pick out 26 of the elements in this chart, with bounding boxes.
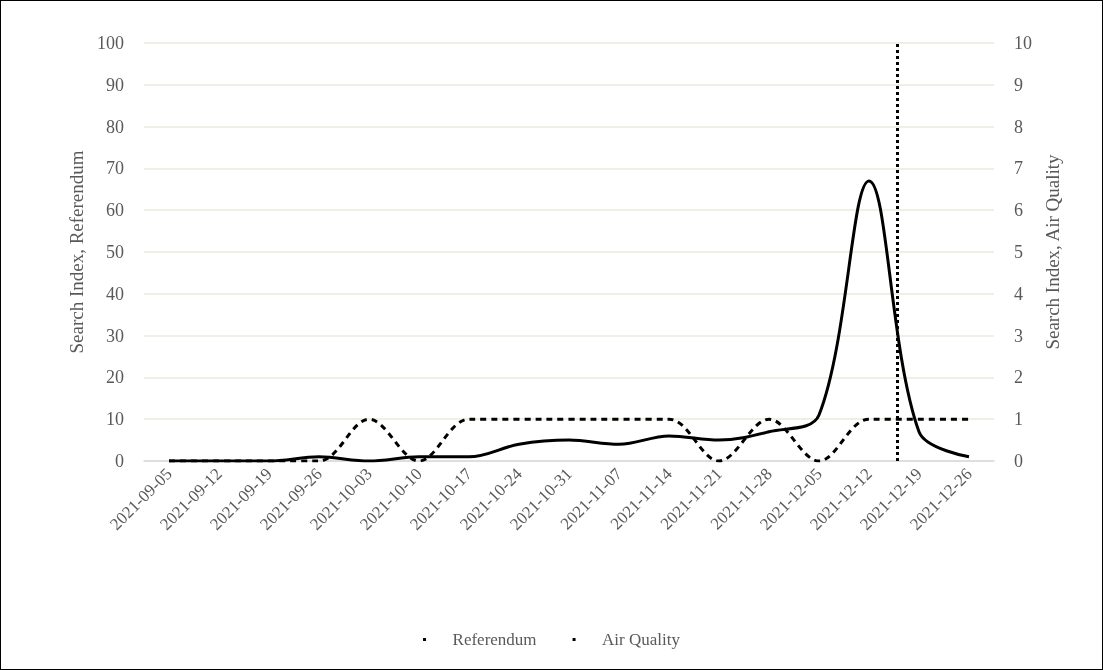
- legend-label: Air Quality: [602, 630, 681, 649]
- y2-axis-title: Search Index, Air Quality: [1041, 153, 1063, 350]
- y2-tick-label: 6: [1014, 200, 1023, 221]
- y-tick-label: 40: [106, 283, 124, 304]
- y-tick-label: 70: [106, 158, 124, 179]
- y2-tick-label: 7: [1014, 158, 1023, 179]
- y2-tick-label: 2: [1014, 367, 1023, 388]
- y2-tick-label: 1: [1014, 409, 1023, 430]
- y-tick-label: 50: [106, 242, 124, 262]
- y-tick-label: 60: [106, 200, 124, 221]
- y-tick-label: 80: [106, 116, 124, 137]
- y2-tick-label: 4: [1014, 283, 1023, 304]
- y2-tick-label: 9: [1014, 74, 1023, 95]
- y-tick-label: 20: [106, 367, 124, 388]
- y-tick-label: 90: [106, 74, 124, 95]
- y-tick-label: 0: [115, 451, 124, 471]
- y-tick-label: 30: [106, 325, 124, 346]
- y-axis-title: Search Index, Referendum: [66, 150, 88, 354]
- y2-tick-label: 8: [1014, 116, 1023, 137]
- y-tick-label: 10: [106, 409, 124, 430]
- y2-tick-label: 10: [1014, 33, 1032, 53]
- y-tick-label: 100: [97, 33, 124, 53]
- y2-tick-label: 0: [1014, 451, 1023, 471]
- legend-label: Referendum: [452, 630, 537, 649]
- y2-tick-label: 3: [1014, 325, 1023, 346]
- y2-tick-label: 5: [1014, 242, 1023, 262]
